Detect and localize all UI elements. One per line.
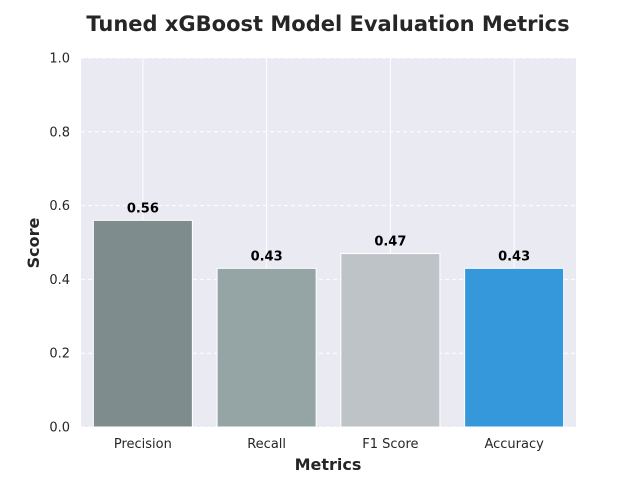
x-axis-ticks: Precision Recall F1 Score Accuracy xyxy=(114,437,544,452)
bar-recall xyxy=(216,267,317,428)
y-tick-label: 1.0 xyxy=(49,52,70,67)
y-tick-label: 0.2 xyxy=(49,347,70,362)
y-axis-ticks: 0.0 0.2 0.4 0.6 0.8 1.0 xyxy=(49,52,70,436)
data-labels: 0.56 0.43 0.47 0.43 xyxy=(127,201,530,264)
data-label: 0.43 xyxy=(251,249,283,264)
x-tick-label: Recall xyxy=(247,437,286,452)
y-tick-label: 0.0 xyxy=(49,421,70,436)
bar-precision xyxy=(92,219,193,428)
y-tick-label: 0.8 xyxy=(49,125,70,140)
y-axis-label: Score xyxy=(24,217,43,268)
data-label: 0.56 xyxy=(127,201,159,216)
chart-title: Tuned xGBoost Model Evaluation Metrics xyxy=(86,12,569,36)
x-tick-label: F1 Score xyxy=(362,437,418,452)
bars xyxy=(92,219,565,428)
grid-lines xyxy=(81,57,576,428)
x-tick-label: Accuracy xyxy=(484,437,544,452)
y-tick-label: 0.4 xyxy=(49,273,70,288)
x-tick-label: Precision xyxy=(114,437,172,452)
data-label: 0.47 xyxy=(374,235,406,250)
bar-accuracy xyxy=(464,267,565,428)
bar-f1-score xyxy=(340,253,441,428)
x-axis-label: Metrics xyxy=(295,455,362,474)
data-label: 0.43 xyxy=(498,249,530,264)
y-tick-label: 0.6 xyxy=(49,199,70,214)
